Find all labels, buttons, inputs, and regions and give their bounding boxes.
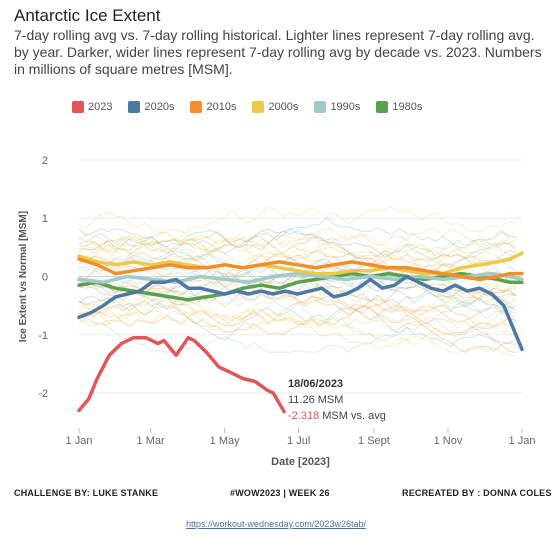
historical-year-line: [78, 288, 516, 326]
historical-year-line: [78, 233, 517, 259]
legend-label: 2010s: [206, 101, 237, 113]
historical-year-line: [78, 289, 517, 353]
x-tick-label: 1 Jan: [66, 435, 93, 447]
historical-year-line: [78, 211, 517, 286]
x-axis-title: Date [2023]: [271, 456, 330, 468]
historical-year-line: [78, 293, 517, 353]
legend-label: 2000s: [268, 101, 299, 113]
footer-recreated: RECREATED BY : DONNA COLES: [402, 488, 552, 498]
tooltip-extent: 11.26 MSM: [288, 394, 343, 406]
historical-year-line: [78, 228, 517, 260]
series-line-2020s: [77, 274, 524, 352]
tooltip-diff: -2.318 MSM vs. avg: [288, 410, 386, 422]
legend-label: 2023: [88, 101, 113, 113]
legend-item-1990s[interactable]: 1990s: [314, 101, 360, 113]
legend-swatch: [314, 101, 327, 113]
historical-year-line: [78, 297, 517, 348]
historical-year-line: [78, 206, 517, 255]
legend-swatch: [72, 101, 84, 113]
historical-year-line: [78, 267, 517, 342]
x-tick-label: 1 Jan: [509, 435, 536, 447]
series-line-2000s: [77, 251, 524, 276]
legend-swatch: [252, 101, 265, 113]
legend-swatch: [128, 101, 141, 113]
legend-item-2000s[interactable]: 2000s: [252, 101, 298, 113]
legend-label: 1990s: [330, 101, 361, 113]
legend-swatch: [190, 101, 203, 113]
historical-year-line: [78, 229, 517, 268]
legend-label: 1980s: [392, 101, 423, 113]
legend-swatch: [376, 101, 389, 113]
y-tick-label: -1: [38, 330, 48, 342]
series-line-2010s: [77, 257, 524, 282]
x-tick-label: 1 Mar: [137, 435, 165, 447]
legend-item-1980s[interactable]: 1980s: [376, 101, 422, 113]
historical-year-line: [78, 277, 517, 316]
source-link[interactable]: https://workout-wednesday.com/2023w26tab…: [186, 519, 366, 529]
y-tick-label: 0: [42, 272, 48, 284]
y-tick-label: 2: [42, 155, 48, 167]
series-line-2023: [77, 335, 286, 414]
series-line-1980s: [77, 271, 524, 302]
historical-year-line: [78, 226, 517, 268]
historical-year-line: [78, 304, 516, 357]
chart-title: Antarctic Ice Extent: [14, 6, 161, 25]
footer-week: #WOW2023 | WEEK 26: [230, 488, 330, 498]
historical-year-line: [78, 229, 517, 290]
y-tick-label: -2: [38, 388, 48, 400]
legend: 2023 2020s 2010s 2000s 1990s 1980s: [72, 101, 438, 113]
historical-year-line: [78, 229, 517, 259]
historical-year-line: [78, 278, 517, 354]
footer-challenge: CHALLENGE BY: LUKE STANKE: [14, 488, 159, 498]
historical-year-line: [78, 230, 517, 272]
legend-item-2010s[interactable]: 2010s: [190, 101, 236, 113]
x-tick-label: 1 Sept: [358, 435, 390, 447]
y-tick-label: 1: [42, 213, 48, 225]
x-tick-label: 1 Nov: [434, 435, 463, 447]
historical-year-line: [78, 237, 517, 277]
x-tick-label: 1 Jul: [287, 435, 310, 447]
historical-year-line: [78, 308, 517, 351]
historical-year-line: [78, 300, 516, 336]
historical-year-line: [78, 217, 516, 248]
chart-subtitle: 7-day rolling avg vs. 7-day rolling hist…: [14, 27, 542, 77]
tooltip-date: 18/06/2023: [288, 378, 343, 390]
historical-year-line: [78, 276, 517, 330]
x-tick-label: 1 May: [210, 435, 240, 447]
legend-label: 2020s: [144, 101, 175, 113]
legend-item-2023[interactable]: 2023: [72, 101, 112, 113]
chart: -2 -1 0 1 2 1 Jan 1 Mar 1 May 1 Jul 1 Sept 1 Nov 1 …: [18, 155, 536, 468]
y-axis-title: Ice Extent vs Normal [MSM]: [18, 211, 29, 342]
legend-item-2020s[interactable]: 2020s: [128, 101, 174, 113]
